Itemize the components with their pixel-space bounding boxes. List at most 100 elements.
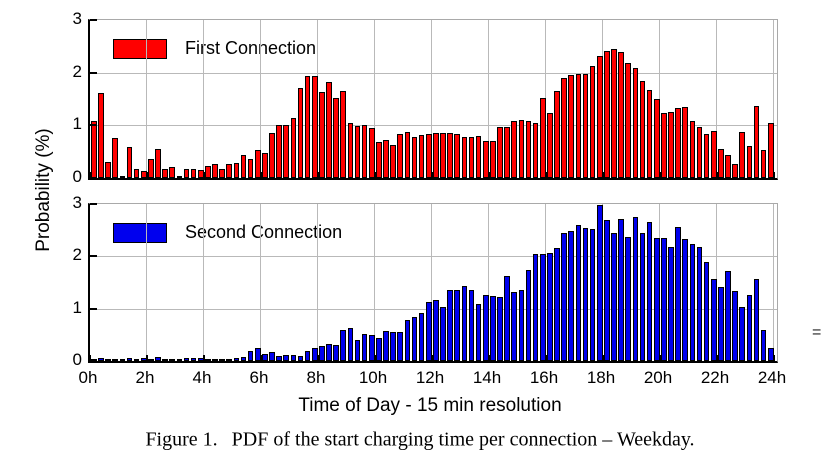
- x-axis-title: Time of Day - 15 min resolution: [298, 395, 562, 416]
- bar: [732, 163, 738, 178]
- bar: [390, 332, 396, 361]
- bar: [404, 132, 411, 178]
- bar: [319, 346, 325, 361]
- x-tick-label: 12h: [415, 368, 445, 387]
- bar: [262, 353, 268, 361]
- bar: [746, 294, 753, 361]
- bar: [297, 356, 304, 361]
- bar: [461, 136, 468, 178]
- x-tick-mark: [488, 355, 490, 361]
- bar: [475, 136, 482, 178]
- bar: [682, 106, 689, 178]
- bar: [176, 359, 183, 361]
- bar: [219, 168, 225, 178]
- bar: [710, 130, 717, 178]
- x-tick-mark: [260, 172, 262, 178]
- bar: [290, 354, 297, 361]
- bar: [539, 253, 546, 361]
- y-axis-title: Probability (%): [33, 128, 54, 252]
- bar: [148, 359, 154, 361]
- bar: [482, 294, 489, 361]
- bar: [447, 290, 453, 361]
- bar: [205, 166, 211, 178]
- y-tick-label: 2: [72, 61, 82, 81]
- bar: [283, 125, 290, 178]
- bar: [183, 168, 190, 178]
- bar: [126, 147, 133, 178]
- bar: [625, 236, 632, 361]
- bar: [490, 295, 496, 361]
- bar: [425, 301, 432, 361]
- vertical-gridline: [317, 204, 318, 361]
- bar: [689, 243, 696, 361]
- bar: [547, 112, 553, 178]
- figure-caption-text: PDF of the start charging time per conne…: [231, 428, 695, 451]
- bar: [497, 297, 503, 361]
- x-tick-label: 0h: [78, 368, 98, 387]
- bar: [561, 232, 567, 361]
- bar: [133, 169, 140, 178]
- bar: [190, 168, 197, 178]
- bar: [568, 74, 575, 178]
- second-connection-legend-swatch: [113, 222, 167, 243]
- bar: [397, 332, 404, 361]
- stray-equals-text: =: [812, 324, 822, 341]
- bar: [554, 248, 560, 361]
- y-tick-mark: [90, 360, 97, 362]
- bar: [753, 105, 760, 178]
- bar: [739, 307, 746, 361]
- bar: [482, 140, 489, 178]
- bar: [262, 153, 268, 178]
- x-tick-mark: [260, 355, 262, 361]
- figure-caption-number: Figure 1.: [145, 428, 218, 451]
- x-tick-label: 14h: [472, 368, 502, 387]
- y-tick-mark: [90, 177, 97, 179]
- bar: [518, 289, 525, 361]
- bar: [589, 65, 596, 178]
- vertical-gridline: [431, 20, 432, 178]
- bar: [703, 133, 710, 178]
- x-tick-mark: [146, 355, 148, 361]
- bar: [639, 80, 646, 178]
- bar: [760, 329, 767, 361]
- bar: [240, 356, 247, 361]
- x-tick-mark: [89, 172, 91, 178]
- bar: [618, 218, 624, 361]
- bar: [418, 312, 425, 361]
- bar: [433, 300, 439, 361]
- bar: [689, 121, 696, 178]
- bar: [240, 155, 247, 178]
- vertical-gridline: [203, 20, 204, 178]
- bar: [504, 127, 510, 178]
- bar: [283, 354, 290, 361]
- vertical-gridline: [146, 204, 147, 361]
- x-tick-label: 6h: [249, 368, 269, 387]
- vertical-gridline: [773, 204, 774, 361]
- y-tick-label: 3: [72, 9, 82, 28]
- bar: [105, 161, 111, 178]
- bar: [539, 97, 546, 178]
- bar: [112, 137, 119, 178]
- x-tick-label: 22h: [700, 368, 730, 387]
- bar: [98, 358, 104, 361]
- bar: [297, 88, 304, 178]
- x-tick-label: 2h: [135, 368, 155, 387]
- y-tick-label: 0: [72, 167, 82, 186]
- x-tick-label: 20h: [643, 368, 673, 387]
- horizontal-gridline: [90, 125, 777, 127]
- x-tick-mark: [431, 355, 433, 361]
- bar: [347, 122, 354, 178]
- bar: [625, 62, 632, 178]
- x-tick-mark: [203, 355, 205, 361]
- vertical-gridline: [146, 20, 147, 178]
- bar: [319, 91, 325, 178]
- y-tick-mark: [90, 307, 97, 310]
- bar: [447, 133, 453, 178]
- bar: [682, 238, 689, 361]
- bar: [126, 358, 133, 361]
- bar: [582, 73, 589, 178]
- second-connection-legend: Second Connection: [113, 222, 342, 243]
- bar: [397, 134, 404, 178]
- bar: [468, 137, 475, 178]
